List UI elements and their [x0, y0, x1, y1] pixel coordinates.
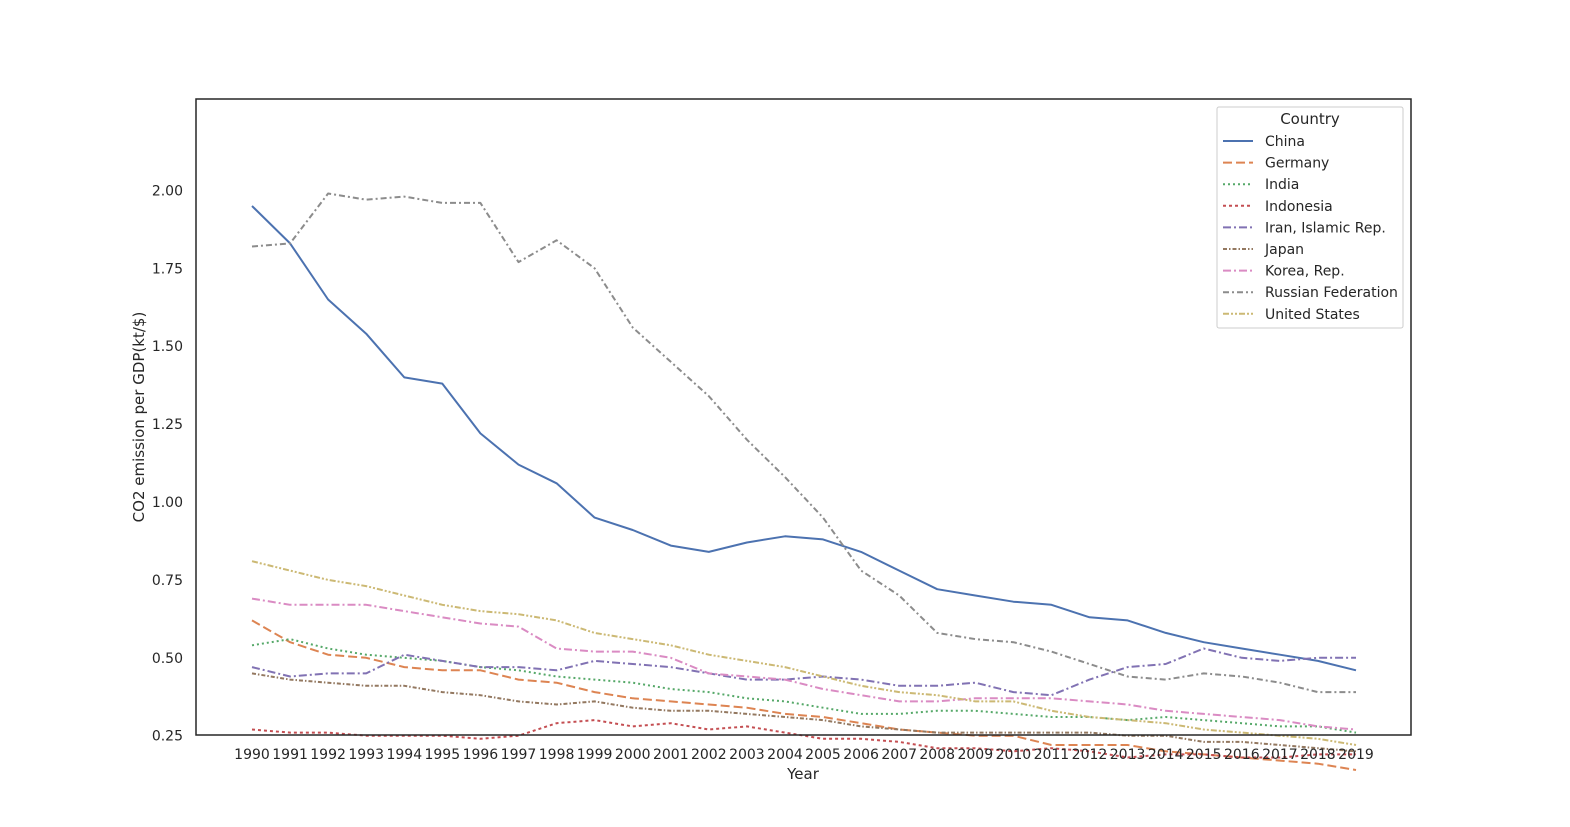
x-tick-label: 2014 — [1148, 747, 1184, 763]
x-axis-title: Year — [786, 765, 820, 783]
x-tick-label: 1990 — [234, 747, 270, 763]
x-tick-label: 2010 — [996, 747, 1032, 763]
y-tick-label: 1.25 — [152, 417, 183, 433]
x-tick-label: 1995 — [424, 747, 460, 763]
x-tick-label: 2008 — [919, 747, 955, 763]
legend-label-china: China — [1265, 134, 1305, 150]
legend-label-indonesia: Indonesia — [1265, 199, 1333, 215]
x-tick-layer: 1990 1991 1992 1993 1994 1995 1996 1997 1998 1999… — [234, 747, 1374, 763]
y-tick-label: 0.25 — [152, 729, 183, 745]
legend-label-germany: Germany — [1265, 156, 1329, 172]
x-tick-label: 1999 — [577, 747, 613, 763]
x-tick-label: 1994 — [386, 747, 422, 763]
legend-label-japan: Japan — [1264, 242, 1304, 258]
legend-label-russian-federation: Russian Federation — [1265, 285, 1398, 301]
legend-items: China Germany India Indonesia Iran, Islamic … — [1223, 134, 1398, 323]
series-line-japan — [251, 672, 1357, 753]
x-tick-label: 2019 — [1338, 747, 1374, 763]
x-tick-label: 2003 — [729, 747, 765, 763]
x-tick-label: 2016 — [1224, 747, 1260, 763]
x-tick-label: 2011 — [1034, 747, 1070, 763]
legend: Country China Germany India Indonesia Iran, … — [1216, 106, 1404, 329]
series-line-united-states — [251, 560, 1357, 746]
x-tick-label: 2017 — [1262, 747, 1298, 763]
x-tick-label: 1992 — [310, 747, 346, 763]
y-tick-label: 1.50 — [152, 339, 183, 355]
x-tick-label: 1991 — [272, 747, 308, 763]
x-tick-label: 2007 — [881, 747, 917, 763]
x-tick-label: 1998 — [539, 747, 575, 763]
series-line-india — [251, 638, 1357, 734]
legend-title: Country — [1280, 110, 1340, 128]
y-tick-label: 1.75 — [152, 261, 183, 277]
x-tick-label: 2009 — [957, 747, 993, 763]
y-tick-layer: 0.25 0.50 0.75 1.00 1.25 1.50 1.75 2.00 — [152, 183, 183, 744]
x-tick-label: 2018 — [1300, 747, 1336, 763]
x-tick-label: 2000 — [615, 747, 651, 763]
series-line-iran-islamic-rep — [251, 647, 1356, 697]
x-tick-label: 2001 — [653, 747, 689, 763]
x-tick-label: 2012 — [1072, 747, 1108, 763]
y-tick-label: 0.50 — [152, 651, 183, 667]
series-line-korea-rep — [251, 597, 1357, 731]
legend-label-united-states: United States — [1265, 307, 1360, 323]
x-tick-label: 2005 — [805, 747, 841, 763]
series-layer — [251, 192, 1357, 771]
x-tick-label: 2013 — [1110, 747, 1146, 763]
y-axis-title: CO2 emission per GDP(kt/$) — [130, 312, 148, 523]
x-tick-label: 1996 — [463, 747, 499, 763]
x-tick-label: 2002 — [691, 747, 727, 763]
y-tick-label: 0.75 — [152, 573, 183, 589]
legend-box — [1216, 106, 1404, 329]
legend-label-india: India — [1265, 177, 1299, 193]
y-tick-label: 2.00 — [152, 183, 183, 199]
series-line-germany — [251, 619, 1357, 771]
x-tick-label: 2004 — [767, 747, 803, 763]
x-tick-label: 2015 — [1186, 747, 1222, 763]
y-tick-label: 1.00 — [152, 495, 183, 511]
series-line-indonesia — [251, 719, 1356, 759]
x-tick-label: 1997 — [501, 747, 537, 763]
plot-frame — [195, 98, 1412, 736]
x-tick-label: 2006 — [843, 747, 879, 763]
legend-label-korea-rep: Korea, Rep. — [1265, 264, 1345, 280]
legend-label-iran-islamic-rep: Iran, Islamic Rep. — [1265, 220, 1386, 236]
series-line-china — [251, 205, 1357, 672]
x-tick-label: 1993 — [348, 747, 384, 763]
